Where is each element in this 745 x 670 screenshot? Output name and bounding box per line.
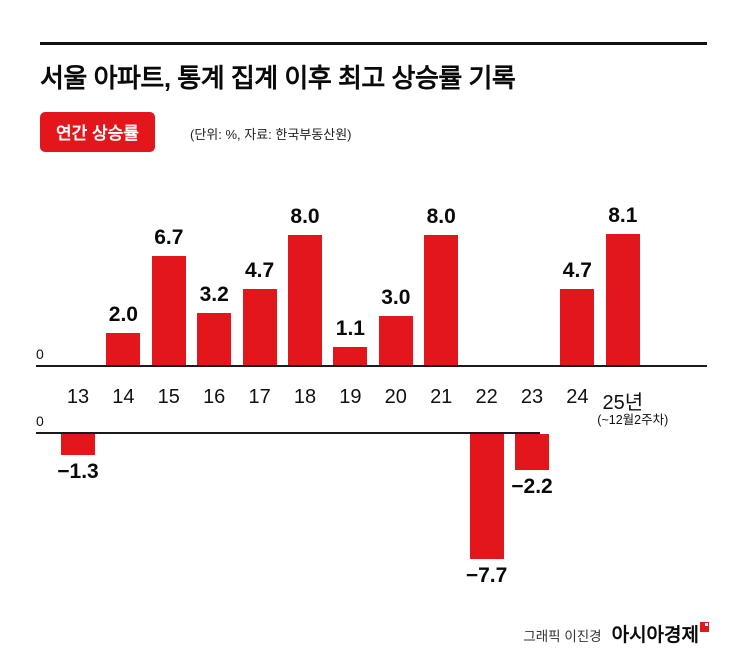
bar-23 xyxy=(515,434,549,470)
x-axis-label: 21 xyxy=(430,386,453,408)
bar-value-label: −1.3 xyxy=(57,460,99,484)
x-axis-sublabel: (~12월2주차) xyxy=(597,413,669,427)
unit-source-note: (단위: %, 자료: 한국부동산원) xyxy=(190,127,352,142)
bar-19 xyxy=(333,347,368,365)
bar-value-label: 8.0 xyxy=(426,205,456,229)
credit-line: 그래픽 이진경 아시아경제 xyxy=(523,620,709,647)
bar-13 xyxy=(61,434,95,456)
brand-logo-red-square-inner xyxy=(705,623,708,626)
positive-axis-baseline xyxy=(36,365,707,367)
x-axis-label: 15 xyxy=(157,386,180,408)
x-axis-label: 18 xyxy=(293,386,317,408)
bar-value-label: 8.1 xyxy=(608,203,638,227)
bar-14 xyxy=(106,332,141,365)
x-axis-label: 17 xyxy=(248,386,271,408)
bar-15 xyxy=(151,256,186,365)
zero-label-negative-axis: 0 xyxy=(36,413,44,429)
x-axis-label: 16 xyxy=(203,386,226,408)
x-axis-label: 25년 xyxy=(602,392,644,414)
x-axis-label: 20 xyxy=(384,386,407,408)
x-axis-label: 23 xyxy=(520,386,544,408)
brand-logo-red-square-icon xyxy=(700,622,709,632)
bar-value-label: 6.7 xyxy=(154,226,184,250)
bar-25년 xyxy=(605,233,640,365)
bar-value-label: 3.0 xyxy=(381,286,411,310)
x-axis-label: 22 xyxy=(475,386,498,408)
bar-16 xyxy=(197,313,232,365)
bar-22 xyxy=(469,434,504,559)
brand-logo-text: 아시아경제 xyxy=(611,625,699,646)
bar-24 xyxy=(560,288,595,365)
x-axis-label: 24 xyxy=(566,386,589,408)
negative-axis-baseline xyxy=(36,432,540,434)
brand-logo: 아시아경제 xyxy=(612,620,709,647)
x-axis-label: 13 xyxy=(66,386,90,408)
top-divider-rule xyxy=(40,42,707,45)
bar-value-label: 3.2 xyxy=(199,283,229,307)
graphic-credit: 그래픽 이진경 xyxy=(523,629,602,644)
bar-value-label: 8.0 xyxy=(290,205,320,229)
bar-value-label: 4.7 xyxy=(562,258,592,282)
bar-21 xyxy=(424,235,459,365)
bar-value-label: −2.2 xyxy=(511,474,553,498)
bar-value-label: −7.7 xyxy=(465,563,508,587)
bar-18 xyxy=(288,235,322,365)
bar-20 xyxy=(378,316,413,365)
x-axis-label: 19 xyxy=(339,386,362,408)
zero-label-positive-axis: 0 xyxy=(36,346,44,362)
page-title: 서울 아파트, 통계 집계 이후 최고 상승률 기록 xyxy=(40,63,516,93)
bar-value-label: 2.0 xyxy=(108,302,138,326)
bar-value-label: 4.7 xyxy=(244,258,275,282)
x-axis-label: 14 xyxy=(112,386,135,408)
bar-17 xyxy=(242,288,277,365)
bar-value-label: 1.1 xyxy=(335,317,365,341)
chart-title-badge: 연간 상승률 xyxy=(40,112,155,152)
